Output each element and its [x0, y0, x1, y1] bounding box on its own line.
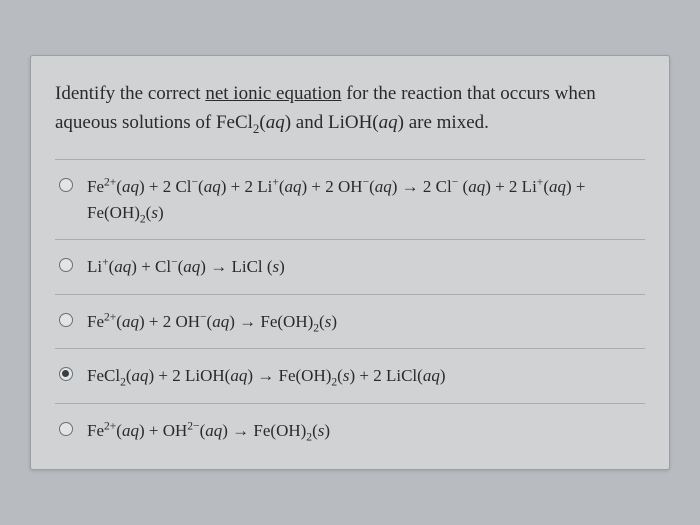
radio-button[interactable]: [59, 422, 73, 436]
radio-button[interactable]: [59, 178, 73, 192]
q-state2: aq: [379, 112, 398, 133]
option-row[interactable]: Li+(aq) + Cl−(aq) → LiCl (s): [55, 240, 645, 295]
q-and: and LiOH(: [291, 112, 379, 133]
option-text: Fe2+(aq) + OH2−(aq) → Fe(OH)2(s): [87, 418, 330, 444]
q-state1: aq: [266, 112, 285, 133]
q-underlined: net ionic equation: [205, 83, 341, 104]
option-row[interactable]: Fe2+(aq) + 2 Cl−(aq) + 2 Li+(aq) + 2 OH−…: [55, 160, 645, 240]
question-text: Identify the correct net ionic equation …: [55, 80, 645, 137]
option-row[interactable]: Fe2+(aq) + OH2−(aq) → Fe(OH)2(s): [55, 404, 645, 458]
question-card: Identify the correct net ionic equation …: [30, 55, 670, 470]
option-row[interactable]: FeCl2(aq) + 2 LiOH(aq) → Fe(OH)2(s) + 2 …: [55, 349, 645, 404]
q-tail: ) are mixed.: [398, 112, 489, 133]
radio-button[interactable]: [59, 258, 73, 272]
options-list: Fe2+(aq) + 2 Cl−(aq) + 2 Li+(aq) + 2 OH−…: [55, 159, 645, 457]
radio-button[interactable]: [59, 313, 73, 327]
option-text: Li+(aq) + Cl−(aq) → LiCl (s): [87, 254, 285, 280]
option-text: FeCl2(aq) + 2 LiOH(aq) → Fe(OH)2(s) + 2 …: [87, 363, 445, 389]
option-text: Fe2+(aq) + 2 Cl−(aq) + 2 Li+(aq) + 2 OH−…: [87, 174, 641, 225]
radio-button[interactable]: [59, 367, 73, 381]
option-row[interactable]: Fe2+(aq) + 2 OH−(aq) → Fe(OH)2(s): [55, 295, 645, 350]
q-pre: Identify the correct: [55, 83, 205, 104]
option-text: Fe2+(aq) + 2 OH−(aq) → Fe(OH)2(s): [87, 309, 337, 335]
